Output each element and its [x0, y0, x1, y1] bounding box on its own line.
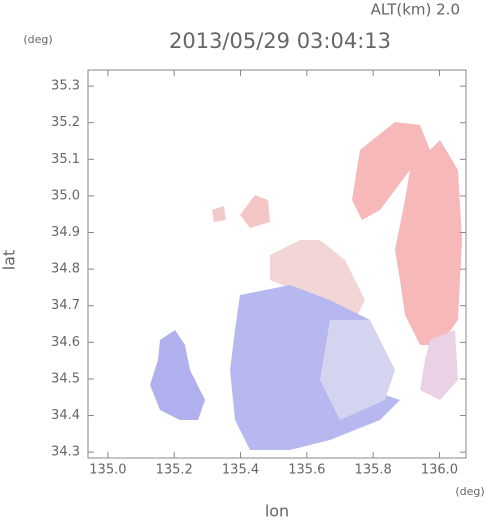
- y-tick-label: 35.2: [51, 115, 80, 130]
- echo-region: [150, 330, 205, 420]
- y-tick-label: 35.0: [51, 188, 80, 203]
- x-tick-label: 136.0: [421, 463, 458, 478]
- x-tick-label: 135.0: [89, 463, 126, 478]
- echo-region: [320, 320, 395, 420]
- x-unit: (deg): [455, 485, 484, 498]
- y-tick-label: 34.9: [51, 225, 80, 240]
- x-axis-label: lon: [265, 502, 289, 521]
- y-tick-label: 34.4: [51, 408, 80, 423]
- echo-region: [420, 330, 458, 400]
- y-tick-label: 35.3: [51, 79, 80, 94]
- x-tick-label: 135.2: [156, 463, 193, 478]
- echo-region: [212, 206, 226, 222]
- echo-region: [270, 240, 365, 320]
- y-tick-label: 34.6: [51, 335, 80, 350]
- y-tick-label: 34.3: [51, 445, 80, 460]
- echo-region: [352, 122, 462, 345]
- plot-frame: [87, 69, 467, 459]
- x-tick-label: 135.6: [288, 463, 325, 478]
- y-unit: (deg): [23, 33, 52, 46]
- velocity-field: [150, 122, 462, 450]
- y-tick-label: 34.8: [51, 262, 80, 277]
- x-tick-label: 135.4: [222, 463, 259, 478]
- chart-title: 2013/05/29 03:04:13: [169, 29, 391, 53]
- y-axis-label: lat: [0, 250, 19, 271]
- echo-region: [240, 195, 270, 228]
- y-tick-label: 34.5: [51, 371, 80, 386]
- altitude-label: ALT(km) 2.0: [371, 1, 460, 19]
- y-tick-label: 34.7: [51, 298, 80, 313]
- x-tick-label: 135.8: [355, 463, 392, 478]
- y-tick-label: 35.1: [51, 152, 80, 167]
